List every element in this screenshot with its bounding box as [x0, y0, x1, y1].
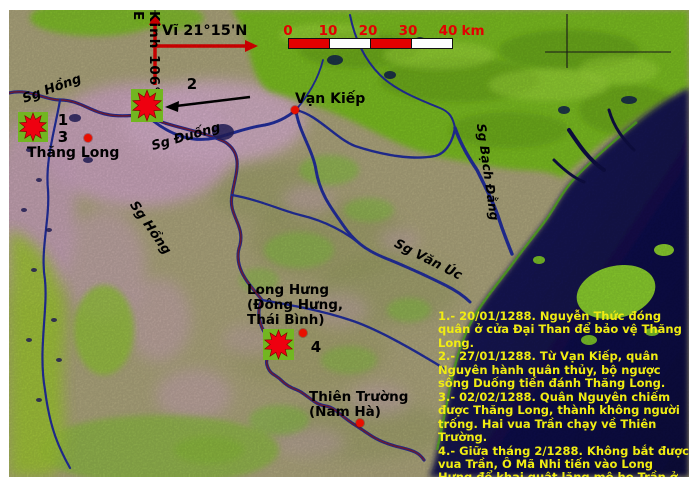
event-number-1: 1: [57, 111, 69, 129]
satellite-basemap: [9, 10, 689, 477]
place-label-thien-truong: Thiên Trường (Nam Hà): [309, 389, 409, 421]
scale-bar-segments: [288, 38, 453, 49]
location-dot-long-hung: [299, 329, 307, 337]
event-legend: 1.- 20/01/1288. Nguyễn Thức đóng quân ở …: [438, 309, 689, 477]
scale-tick: 30: [398, 23, 418, 39]
battle-marker-thang-long-icon: [18, 112, 48, 142]
event-number-3: 3: [57, 128, 69, 146]
place-label-thang-long: Thăng Long: [27, 145, 120, 161]
place-label-long-hung: Long Hưng (Đông Hưng, Thái Bình): [247, 282, 344, 329]
event-entry-3: 3.- 02/02/1288. Quân Nguyên chiếm được T…: [438, 389, 680, 445]
battle-marker-duong-icon: [131, 89, 163, 122]
scale-bar-ticks: 0 10 20 30 40 km: [9, 23, 689, 41]
event-entry-4: 4.- Giữa tháng 2/1288. Không bắt được vu…: [438, 443, 689, 477]
event-number-4: 4: [310, 338, 322, 356]
place-label-thien-truong-line1: Thiên Trường: [309, 389, 409, 405]
location-dot-van-kiep: [291, 106, 299, 114]
scale-tick: 20: [358, 23, 378, 39]
scale-tick: 0: [283, 23, 293, 39]
place-label-long-hung-line1: Long Hưng: [247, 282, 330, 298]
battle-marker-long-hung-icon: [263, 329, 294, 360]
satellite-map: Kinh 106° E Vĩ 21°15'N 0 10 20 30 40 km: [9, 10, 689, 477]
place-label-thien-truong-line2: (Nam Hà): [309, 404, 381, 421]
longitude-label: Kinh 106° E: [130, 11, 162, 94]
place-label-long-hung-line3: Thái Bình): [247, 312, 325, 329]
latitude-label: Vĩ 21°15'N: [162, 23, 248, 39]
place-label-long-hung-line2: (Đông Hưng,: [247, 297, 344, 314]
scale-tick: 10: [318, 23, 338, 39]
event-number-2: 2: [186, 75, 198, 93]
place-label-van-kiep: Vạn Kiếp: [295, 91, 366, 107]
event-entry-2: 2.- 27/01/1288. Từ Vạn Kiếp, quân Nguyên…: [438, 349, 666, 391]
location-dot-thang-long: [84, 134, 92, 142]
scale-unit: km: [461, 23, 485, 39]
scale-tick: 40: [438, 23, 458, 39]
grain-overlay: [9, 10, 689, 477]
event-entry-1: 1.- 20/01/1288. Nguyễn Thức đóng quân ở …: [438, 309, 682, 350]
location-dot-thien-truong: [356, 419, 364, 427]
